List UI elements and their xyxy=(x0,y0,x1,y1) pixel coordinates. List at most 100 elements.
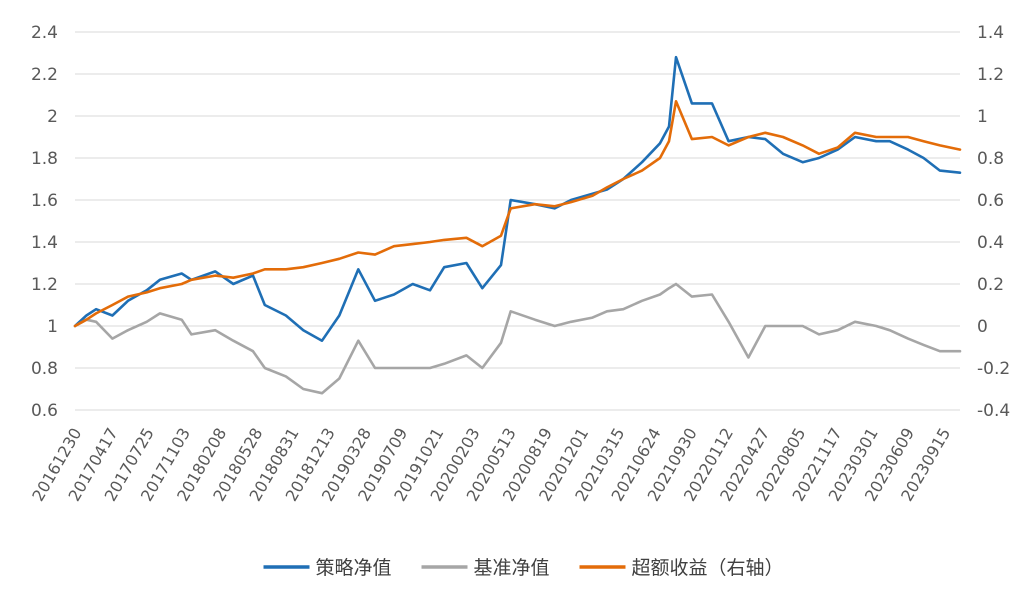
data-point-0 xyxy=(95,308,97,311)
legend-label-2: 超额收益（右轴） xyxy=(632,557,784,579)
data-point-0 xyxy=(127,300,129,302)
data-point-0 xyxy=(570,199,572,201)
data-point-1 xyxy=(907,337,909,340)
data-point-2 xyxy=(338,258,341,260)
data-point-0 xyxy=(727,140,730,142)
data-point-2 xyxy=(252,272,254,275)
data-point-0 xyxy=(232,283,235,285)
data-point-0 xyxy=(214,270,217,273)
data-point-1 xyxy=(180,318,183,321)
data-point-1 xyxy=(782,325,784,327)
series-line-0 xyxy=(73,55,962,343)
data-point-0 xyxy=(159,279,161,281)
data-point-2 xyxy=(214,274,217,277)
data-point-2 xyxy=(74,325,76,327)
data-point-1 xyxy=(836,329,839,332)
right-tick-label: 1.4 xyxy=(977,23,1004,43)
data-point-2 xyxy=(481,245,484,247)
legend-label-0: 策略净值 xyxy=(316,557,392,579)
data-point-0 xyxy=(711,102,713,105)
data-point-2 xyxy=(232,276,235,279)
data-point-1 xyxy=(747,356,750,359)
data-point-1 xyxy=(711,293,713,296)
data-point-1 xyxy=(888,329,891,332)
data-point-1 xyxy=(127,329,129,332)
data-point-0 xyxy=(180,272,183,275)
data-point-1 xyxy=(659,293,661,296)
data-point-0 xyxy=(357,268,360,271)
data-point-2 xyxy=(764,132,767,134)
data-point-1 xyxy=(465,354,468,357)
data-point-0 xyxy=(668,125,670,128)
data-point-2 xyxy=(854,132,856,134)
data-point-1 xyxy=(641,300,643,302)
data-point-2 xyxy=(509,207,512,210)
data-point-0 xyxy=(922,157,925,159)
right-tick-label: 1 xyxy=(977,107,988,127)
series-lines xyxy=(73,55,962,395)
right-tick-label: 0 xyxy=(977,317,988,337)
data-point-2 xyxy=(622,178,625,180)
data-point-2 xyxy=(675,100,677,103)
data-point-1 xyxy=(509,310,512,313)
data-point-2 xyxy=(127,295,129,298)
data-point-2 xyxy=(95,312,97,315)
data-point-0 xyxy=(321,339,323,342)
data-point-2 xyxy=(907,136,909,138)
right-tick-label: 0.6 xyxy=(977,191,1004,211)
data-point-1 xyxy=(481,367,484,369)
data-point-0 xyxy=(374,300,376,302)
data-point-2 xyxy=(836,146,839,149)
data-point-0 xyxy=(764,138,767,140)
data-point-0 xyxy=(659,142,661,145)
data-point-0 xyxy=(691,102,693,105)
data-point-0 xyxy=(252,274,254,277)
data-point-2 xyxy=(801,144,804,147)
data-point-2 xyxy=(145,291,148,294)
left-tick-label: 0.8 xyxy=(31,359,58,379)
data-point-2 xyxy=(180,283,183,285)
data-point-2 xyxy=(691,138,693,140)
series-line-1 xyxy=(73,282,962,395)
data-point-2 xyxy=(888,136,891,138)
data-point-2 xyxy=(875,136,877,138)
right-tick-label: 1.2 xyxy=(977,65,1004,85)
data-point-1 xyxy=(232,339,235,342)
data-point-2 xyxy=(393,245,395,247)
data-point-2 xyxy=(553,205,556,208)
data-point-2 xyxy=(959,148,961,151)
data-point-2 xyxy=(190,279,193,281)
data-point-2 xyxy=(668,140,670,142)
data-point-0 xyxy=(145,289,148,292)
data-point-2 xyxy=(465,237,468,239)
left-tick-label: 2.4 xyxy=(31,23,58,43)
data-point-2 xyxy=(111,304,114,306)
left-tick-label: 1.2 xyxy=(31,275,58,295)
data-point-1 xyxy=(321,392,323,395)
data-point-1 xyxy=(875,325,877,327)
left-tick-label: 1.4 xyxy=(31,233,58,253)
data-point-1 xyxy=(764,325,767,327)
data-point-1 xyxy=(691,295,693,298)
data-point-0 xyxy=(854,136,856,138)
data-point-0 xyxy=(939,169,941,172)
right-tick-label: -0.2 xyxy=(977,359,1010,379)
data-point-0 xyxy=(338,314,341,317)
data-point-2 xyxy=(302,266,305,269)
data-point-1 xyxy=(159,312,161,315)
legend: 策略净值 基准净值 超额收益（右轴） xyxy=(263,557,784,579)
data-point-1 xyxy=(374,367,376,369)
data-point-2 xyxy=(534,203,536,205)
data-point-2 xyxy=(606,186,608,189)
data-point-0 xyxy=(411,283,414,285)
right-tick-label: 0.4 xyxy=(977,233,1004,253)
data-point-2 xyxy=(285,268,287,271)
data-point-2 xyxy=(429,241,431,243)
data-point-0 xyxy=(782,153,784,155)
series-line-2 xyxy=(73,100,962,328)
data-point-0 xyxy=(509,199,512,201)
data-point-2 xyxy=(782,136,784,138)
data-point-2 xyxy=(641,169,643,172)
data-point-1 xyxy=(145,321,148,323)
